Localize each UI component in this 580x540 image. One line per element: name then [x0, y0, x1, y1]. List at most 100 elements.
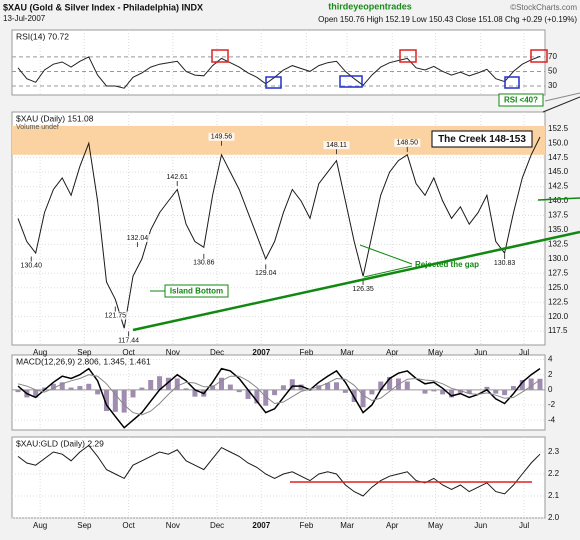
y-tick-label: 150.0: [548, 138, 569, 147]
y-tick-label: -4: [548, 415, 556, 424]
overbought-box: [530, 49, 548, 63]
histogram-bar: [33, 389, 39, 398]
y-tick-label: 122.5: [548, 297, 569, 306]
price-label: 132.04: [127, 235, 149, 242]
histogram-bar: [68, 387, 74, 390]
x-tick-label: Feb: [300, 521, 314, 530]
y-tick-label: 50: [548, 67, 557, 76]
x-tick-label: Mar: [340, 348, 354, 357]
histogram-bar: [431, 389, 437, 392]
y-tick-label: 135.0: [548, 225, 569, 234]
panel-label: $XAU:GLD (Daily) 2.29: [16, 438, 104, 448]
x-tick-label: Jul: [519, 521, 529, 530]
histogram-bar: [484, 386, 490, 390]
label-bg: [252, 269, 279, 278]
histogram-bar: [457, 389, 463, 393]
y-tick-label: 137.5: [548, 211, 569, 220]
label-bg: [190, 258, 217, 267]
price-label: 126.35: [352, 286, 374, 293]
y-tick-label: 0: [548, 385, 553, 394]
histogram-bar: [387, 376, 393, 390]
price-label: 130.40: [21, 262, 43, 269]
price-label: 149.56: [211, 134, 233, 141]
histogram-bar: [210, 385, 216, 390]
x-tick-label: Oct: [122, 521, 135, 530]
histogram-bar: [422, 389, 428, 394]
overbought-box: [211, 49, 229, 63]
x-tick-label: Jun: [474, 521, 487, 530]
y-tick-label: 140.0: [548, 196, 569, 205]
arrow: [363, 265, 413, 278]
label-bg: [323, 141, 350, 150]
histogram-bar: [245, 389, 251, 399]
trendline: [132, 230, 580, 332]
histogram-bar: [165, 377, 171, 390]
histogram-bar: [272, 389, 278, 396]
y-tick-label: 30: [548, 81, 557, 90]
author: thirdeyeopentrades: [328, 1, 412, 11]
y-tick-label: 152.5: [548, 124, 569, 133]
y-tick-label: 142.5: [548, 182, 569, 191]
oversold-box: [339, 75, 363, 88]
panel-frame: [11, 354, 546, 431]
histogram-bar: [449, 389, 455, 398]
oversold-box: [265, 76, 282, 89]
histogram-bar: [369, 389, 375, 395]
x-tick-label: 2007: [252, 521, 270, 530]
histogram-bar: [325, 383, 331, 390]
y-tick-label: 147.5: [548, 153, 569, 162]
price-label: 130.83: [494, 260, 516, 267]
x-tick-label: Mar: [340, 521, 354, 530]
histogram-bar: [351, 389, 357, 402]
annotation: RSI <40?: [504, 96, 538, 105]
histogram-bar: [466, 389, 472, 394]
annotation: The Creek 148-153: [438, 134, 526, 145]
histogram-bar: [236, 389, 242, 393]
annotation: Rejected the gap: [415, 260, 479, 269]
histogram-bar: [139, 387, 145, 390]
x-tick-label: Nov: [166, 348, 180, 357]
price-label: 148.11: [326, 142, 347, 149]
y-tick-label: 2.1: [548, 491, 560, 500]
y-tick-label: 130.0: [548, 254, 569, 263]
histogram-bar: [227, 384, 233, 390]
price-label: 130.86: [193, 260, 215, 267]
histogram-bar: [493, 389, 499, 394]
price-label: 121.75: [105, 312, 127, 319]
histogram-bar: [103, 389, 109, 412]
histogram-bar: [519, 380, 525, 390]
y-tick-label: 125.0: [548, 283, 569, 292]
x-tick-label: Dec: [210, 521, 224, 530]
x-tick-label: Aug: [33, 348, 47, 357]
series-line: [17, 136, 541, 329]
label-bg: [208, 132, 235, 141]
histogram-bar: [130, 389, 136, 398]
x-tick-label: Apr: [386, 521, 399, 530]
histogram-bar: [263, 389, 269, 406]
panel-frame: [11, 436, 546, 519]
y-tick-label: 117.5: [548, 326, 568, 335]
ohlc: Open 150.76 High 152.19 Low 150.43 Close…: [318, 15, 577, 24]
panel-label: MACD(12,26,9) 2.806, 1.345, 1.461: [16, 356, 151, 366]
x-tick-label: Apr: [386, 348, 399, 357]
price-label: 142.61: [167, 174, 189, 181]
histogram-bar: [289, 379, 295, 390]
y-tick-label: 2.0: [548, 513, 560, 522]
histogram-bar: [112, 389, 118, 412]
x-tick-label: Feb: [300, 348, 314, 357]
histogram-bar: [86, 383, 92, 390]
histogram-bar: [157, 376, 163, 390]
pointer-line: [542, 96, 580, 113]
date: 13-Jul-2007: [3, 14, 46, 23]
y-tick-label: 120.0: [548, 312, 569, 321]
chart-title: $XAU (Gold & Silver Index - Philadelphia…: [3, 2, 203, 12]
histogram-bar: [510, 386, 516, 390]
arrow: [359, 244, 413, 265]
annotation: Island Bottom: [170, 287, 223, 296]
rsi-boxes: [211, 49, 548, 89]
x-tick-label: Sep: [77, 521, 92, 530]
series-line: [17, 444, 541, 497]
oversold-box: [504, 76, 520, 89]
label-bg: [18, 261, 45, 270]
